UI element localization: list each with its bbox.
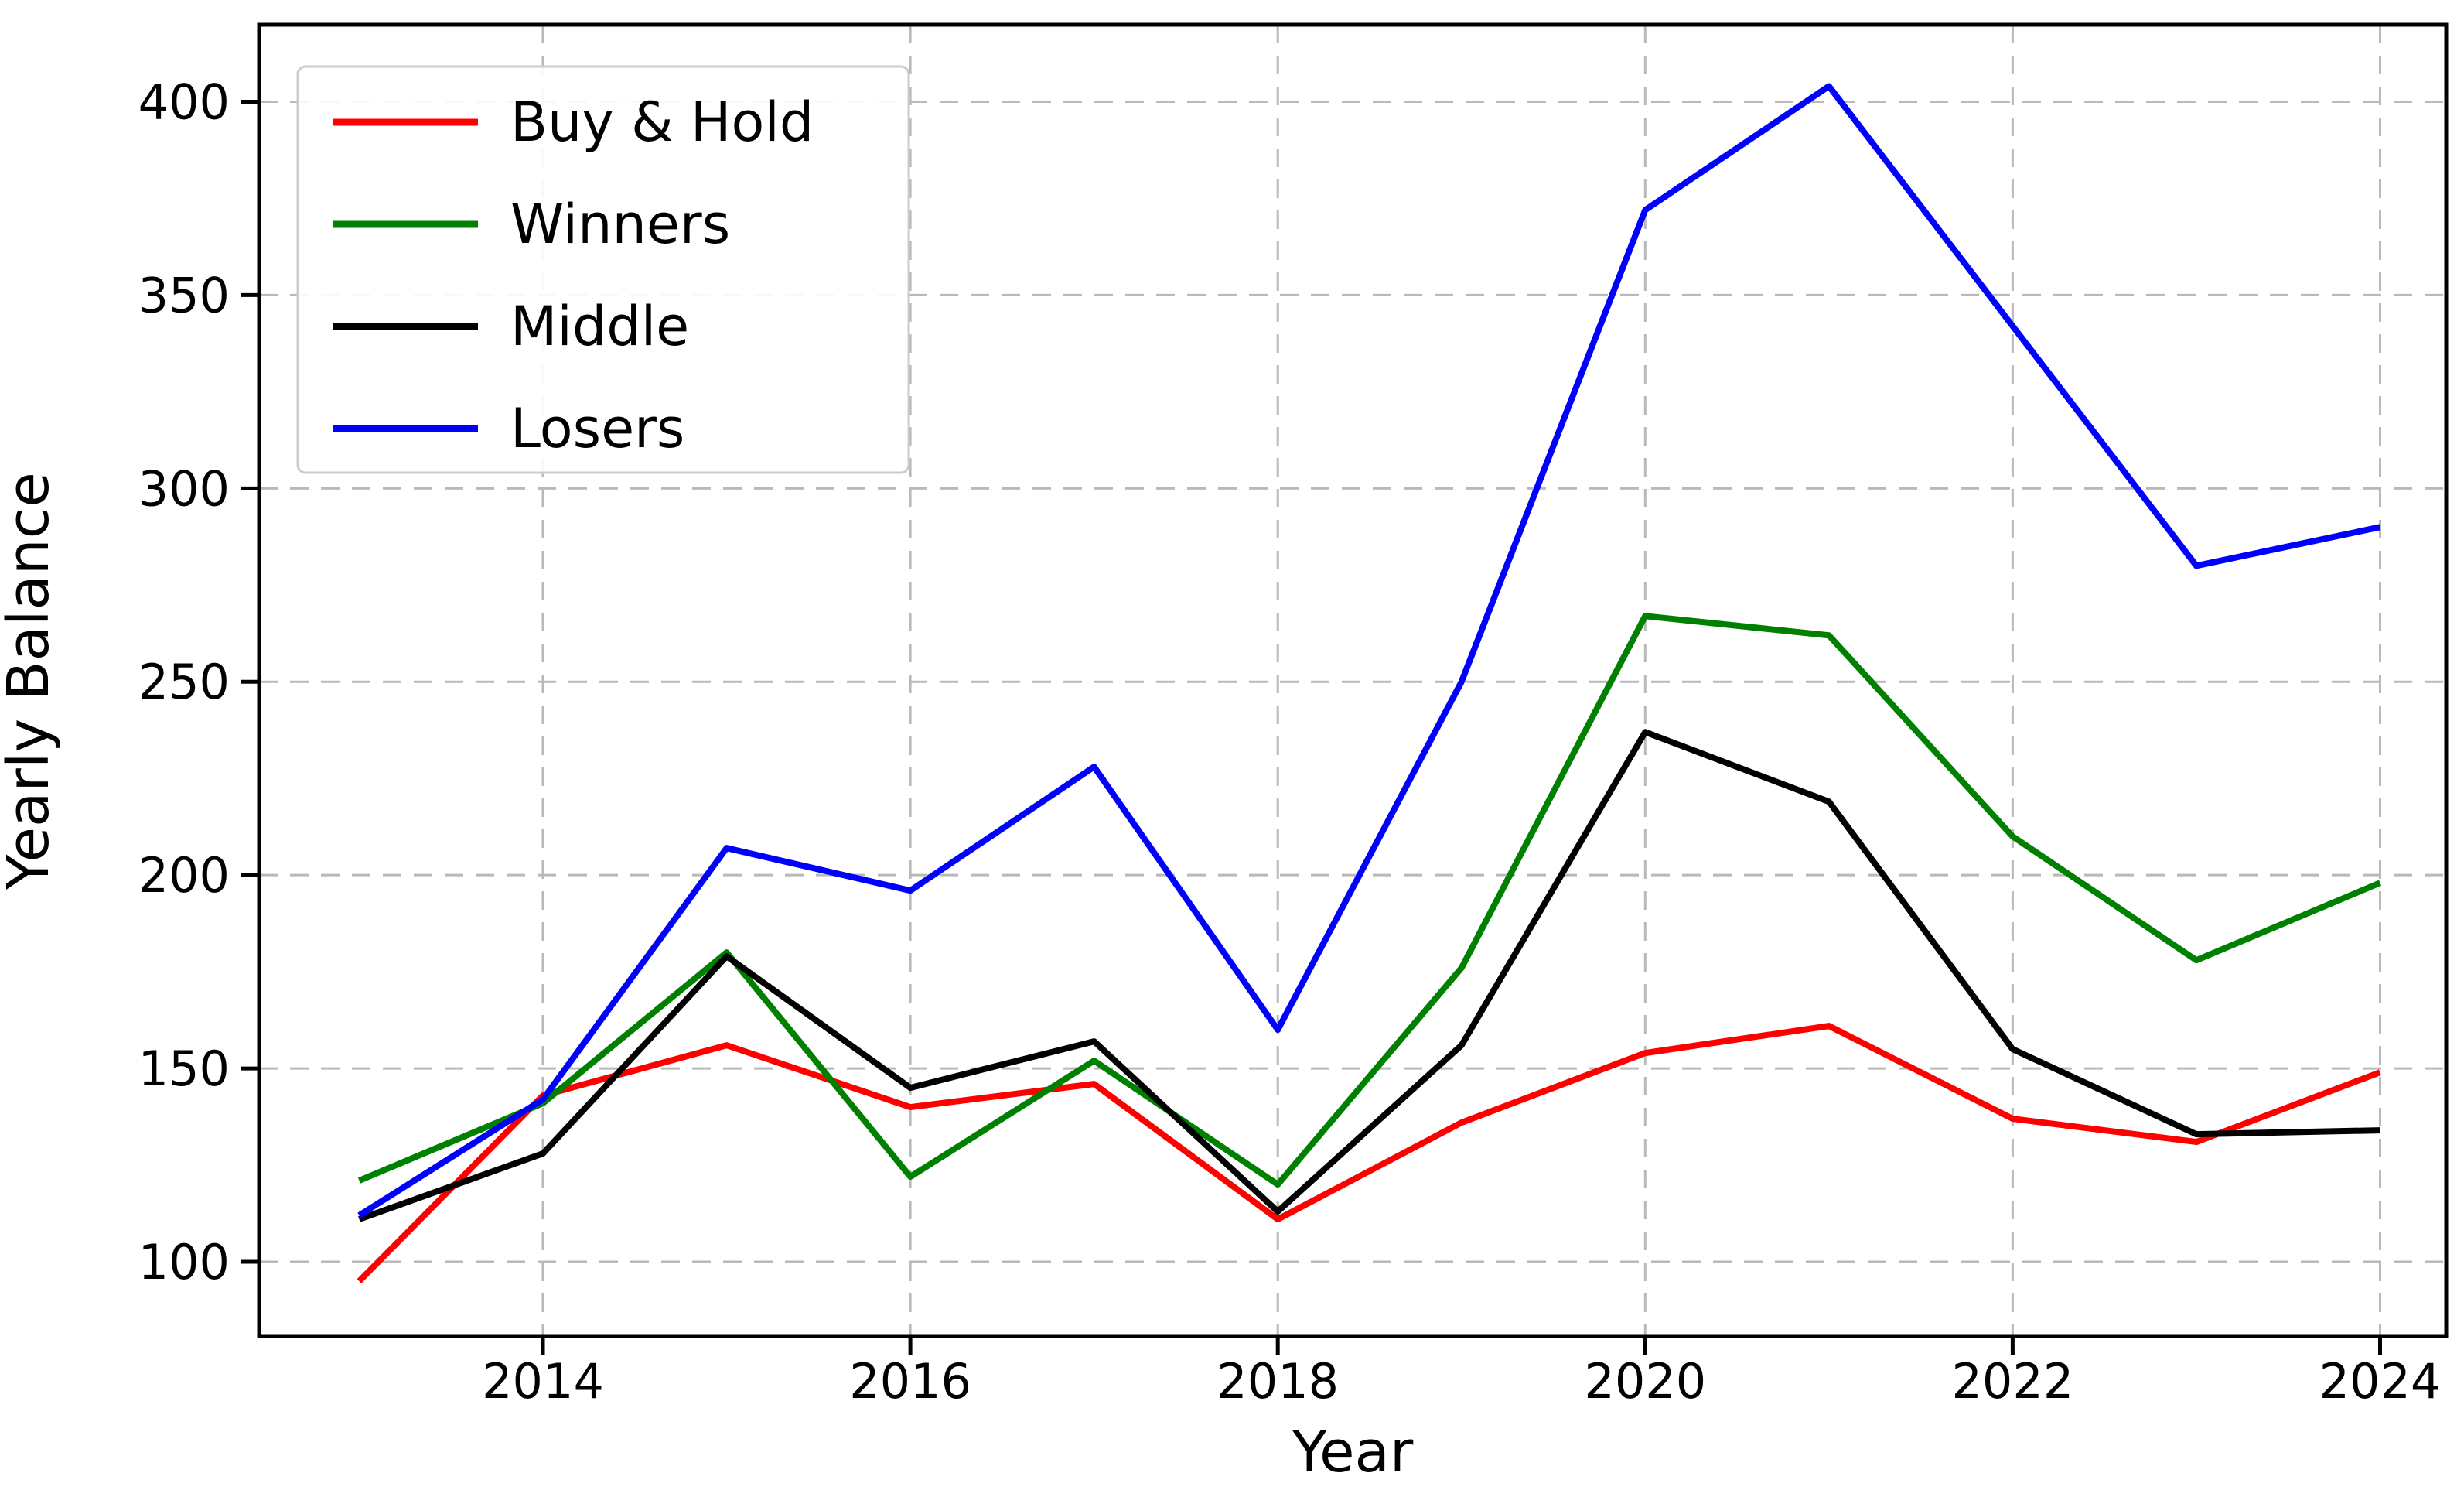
y-tick-label: 100 — [138, 1234, 230, 1290]
legend-box — [296, 65, 910, 474]
legend-label-buy-hold: Buy & Hold — [510, 91, 814, 154]
y-tick-label: 250 — [138, 654, 230, 710]
series-line-winners — [357, 613, 2382, 1188]
y-tick-label: 150 — [138, 1041, 230, 1097]
x-tick-label: 2022 — [1951, 1353, 2073, 1410]
legend-label-losers: Losers — [510, 397, 684, 460]
y-tick-label: 350 — [138, 267, 230, 323]
data-series — [357, 83, 2382, 1283]
legend-label-winners: Winners — [510, 193, 730, 256]
x-tick-label: 2018 — [1217, 1353, 1339, 1410]
legend-label-middle: Middle — [510, 295, 689, 358]
y-tick-label: 400 — [138, 73, 230, 130]
series-line-losers — [357, 83, 2381, 1218]
tick-labels: 2014 2016 2018 2020 2022 2024 100 150 200 250 300 3… — [138, 73, 2442, 1410]
x-axis-label: Year — [1292, 1419, 1414, 1485]
x-tick-label: 2024 — [2319, 1353, 2442, 1410]
y-tick-label: 300 — [138, 460, 230, 517]
grid-lines — [259, 25, 2446, 1336]
series-line-buy-hold — [357, 1023, 2381, 1283]
x-tick-label: 2014 — [482, 1353, 604, 1410]
axis-ticks — [241, 99, 2382, 1355]
y-axis-label: Yearly Balance — [0, 472, 62, 890]
x-tick-label: 2016 — [849, 1353, 971, 1410]
series-line-middle — [358, 729, 2380, 1222]
legend: Buy & Hold Winners Middle Losers — [296, 65, 910, 474]
x-tick-label: 2020 — [1584, 1353, 1706, 1410]
y-tick-label: 200 — [138, 847, 230, 904]
